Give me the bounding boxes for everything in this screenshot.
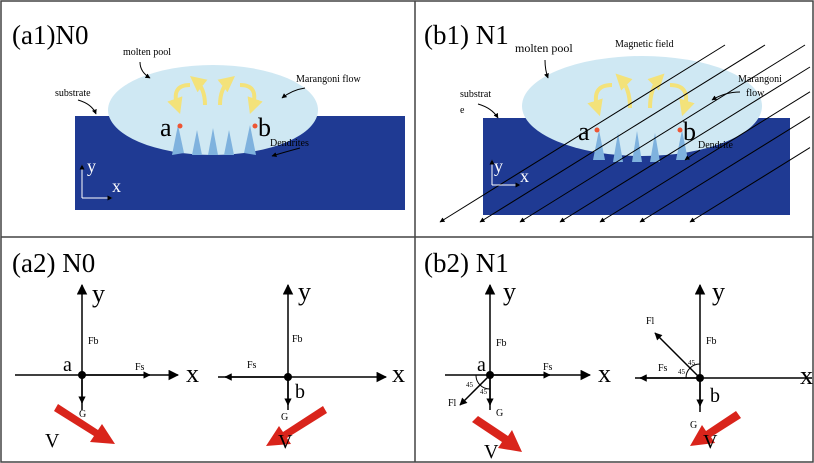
pointer bbox=[545, 60, 548, 78]
axis-label: y bbox=[87, 156, 96, 176]
label: Marangoni flow bbox=[296, 74, 361, 85]
force-label: Fs bbox=[135, 362, 145, 373]
axis-label: x bbox=[392, 359, 405, 388]
point bbox=[284, 373, 292, 381]
point-label: a bbox=[160, 113, 172, 142]
point-label: a bbox=[63, 354, 72, 376]
label: flow bbox=[746, 88, 765, 99]
axis-label: x bbox=[520, 166, 529, 186]
pointer bbox=[78, 100, 96, 114]
label: molten pool bbox=[123, 47, 171, 58]
point bbox=[253, 124, 258, 129]
force-label: Fb bbox=[496, 338, 507, 349]
force-label: Fl bbox=[448, 398, 457, 409]
axis-label: x bbox=[186, 359, 199, 388]
panel-a2: (a2) N0 y x Fb Fs G a V y x Fb Fs G b V bbox=[12, 248, 405, 453]
axis-label: y bbox=[712, 277, 725, 306]
velocity-label: V bbox=[484, 441, 499, 463]
panel-a1: (a1)N0 molten pool substrate Marangoni f… bbox=[12, 20, 405, 210]
axis-label: x bbox=[800, 361, 813, 390]
velocity-label: V bbox=[278, 431, 293, 453]
panel-title: (b2) N1 bbox=[424, 248, 509, 278]
velocity-label: V bbox=[703, 431, 718, 453]
force-label: Fb bbox=[292, 334, 303, 345]
velocity-arrow bbox=[266, 406, 327, 446]
label: Magnetic field bbox=[615, 39, 674, 50]
panel-title: (a2) N0 bbox=[12, 248, 95, 278]
axis-label: x bbox=[598, 359, 611, 388]
point-label: a bbox=[477, 354, 486, 376]
force-label: Fl bbox=[646, 316, 655, 327]
force-label: G bbox=[281, 412, 288, 423]
panel-b2: (b2) N1 y x Fb Fs G Fl 45 45 a V y x Fb … bbox=[424, 248, 813, 463]
force-label: G bbox=[496, 408, 503, 419]
angle-label: 45 bbox=[678, 368, 686, 376]
velocity-label: V bbox=[45, 430, 60, 452]
force-label: Fs bbox=[543, 362, 553, 373]
label: molten pool bbox=[515, 41, 573, 55]
angle-label: 45 bbox=[688, 359, 696, 367]
point-label: b bbox=[683, 117, 696, 146]
angle-label: 45 bbox=[466, 381, 474, 389]
label: substrate bbox=[55, 88, 91, 99]
label: Dendrites bbox=[270, 138, 309, 149]
point-label: b bbox=[710, 385, 720, 407]
label: e bbox=[460, 105, 465, 116]
force-label: Fb bbox=[88, 336, 99, 347]
panel-title: (a1)N0 bbox=[12, 20, 88, 50]
force-label: Fb bbox=[706, 336, 717, 347]
force-label: Fs bbox=[247, 360, 257, 371]
label: Marangoni bbox=[738, 74, 782, 85]
force-label: G bbox=[79, 409, 86, 420]
figure: (a1)N0 molten pool substrate Marangoni f… bbox=[0, 0, 814, 463]
label: Dendrite bbox=[698, 140, 734, 151]
point-label: b bbox=[295, 381, 305, 403]
point bbox=[595, 128, 600, 133]
point bbox=[178, 124, 183, 129]
axis-label: y bbox=[298, 277, 311, 306]
panel-b1: (b1) N1 molten pool Magnetic field subst… bbox=[424, 20, 810, 222]
axis-label: y bbox=[503, 277, 516, 306]
point bbox=[486, 371, 494, 379]
axis-label: x bbox=[112, 176, 121, 196]
force-label: G bbox=[690, 420, 697, 431]
point bbox=[78, 371, 86, 379]
angle-label: 45 bbox=[480, 388, 488, 396]
axis-label: y bbox=[494, 156, 503, 176]
force-label: Fs bbox=[658, 363, 668, 374]
panel-title: (b1) N1 bbox=[424, 20, 509, 50]
label: substrat bbox=[460, 89, 491, 100]
pointer bbox=[478, 104, 498, 118]
point bbox=[696, 374, 704, 382]
point-label: a bbox=[578, 117, 590, 146]
point-label: b bbox=[258, 113, 271, 142]
point bbox=[678, 128, 683, 133]
axis-label: y bbox=[92, 279, 105, 308]
